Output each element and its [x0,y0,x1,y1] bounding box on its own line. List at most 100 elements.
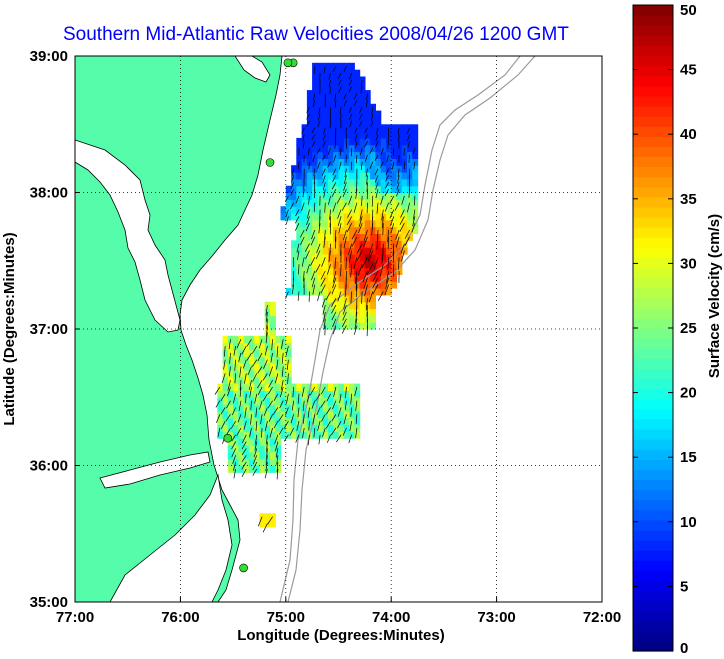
velocity-cell [317,62,324,71]
velocity-cell [291,410,297,419]
velocity-cell [359,103,366,112]
velocity-cell [312,213,318,221]
velocity-arrow [355,141,358,149]
velocity-cell [338,151,345,159]
velocity-cell [333,165,340,173]
velocity-cell [270,458,276,467]
velocity-cell [349,383,355,391]
velocity-cell [322,322,329,330]
velocity-cell [338,158,345,166]
velocity-arrow [349,421,353,432]
velocity-arrow [306,113,310,120]
velocity-cell [370,322,376,330]
velocity-arrow [398,134,400,142]
velocity-cell [333,192,340,200]
velocity-arrow [257,380,263,389]
velocity-cell [248,431,255,439]
velocity-cell [401,213,408,221]
velocity-arrow [249,386,252,398]
velocity-cell [291,431,297,439]
velocity-cell [322,267,329,275]
velocity-arrow [355,427,358,439]
isobath-inner [279,56,521,602]
velocity-cell [270,404,276,412]
velocity-cell [296,424,303,432]
velocity-cell [254,424,261,432]
velocity-cell [407,178,413,187]
velocity-cell [291,199,297,207]
velocity-cell [338,219,345,228]
velocity-cell [354,213,361,221]
velocity-cell [312,417,318,426]
velocity-cell [391,158,398,166]
velocity-cell [312,390,318,398]
velocity-arrow [342,427,347,436]
velocity-arrow [336,434,342,443]
colorbar-swatch [633,469,673,480]
velocity-arrow [290,414,295,424]
colorbar-tick-label: 45 [680,62,697,79]
velocity-cell [254,363,261,371]
pamlico-sound [109,473,233,602]
velocity-arrow [375,141,379,148]
velocity-arrow [300,236,305,246]
velocity-cell [248,404,255,412]
velocity-cell [364,219,371,228]
velocity-arrow [291,284,295,295]
velocity-cell [306,226,313,234]
velocity-cell [285,404,292,412]
velocity-cell [354,206,361,214]
velocity-cell [338,83,345,91]
velocity-cell [317,97,324,105]
velocity-cell [354,267,361,275]
velocity-arrow [295,434,300,443]
velocity-cell [380,158,387,166]
velocity-arrow [404,229,410,239]
colorbar-swatch [633,418,673,430]
velocity-arrow [273,420,279,429]
velocity-arrow [384,202,389,212]
velocity-cell [396,124,403,132]
velocity-cell [322,410,329,419]
velocity-arrow [351,229,358,240]
colorbar-swatch [633,519,673,531]
velocity-arrow [341,325,347,334]
velocity-cell [254,465,261,473]
velocity-cell [312,110,318,118]
velocity-cell [354,404,361,412]
velocity-cell [296,253,303,262]
velocity-cell [280,342,287,351]
velocity-cell [343,97,350,105]
velocity-cell [227,342,234,351]
velocity-cell [254,383,261,391]
velocity-cell [375,226,382,234]
velocity-cell [275,424,282,432]
velocity-cell [322,172,329,180]
velocity-cell [238,363,245,371]
velocity-cell [301,199,308,207]
velocity-cell [370,151,376,159]
velocity-arrow [331,304,337,314]
velocity-arrow [332,175,337,183]
velocity-arrow [244,373,247,384]
velocity-cell [375,260,382,269]
velocity-cell [222,349,229,357]
velocity-cell [270,451,276,460]
velocity-arrow [227,380,231,391]
velocity-cell [359,260,366,269]
velocity-cell [343,219,350,228]
velocity-cell [296,137,303,146]
velocity-cell [296,281,303,289]
velocity-cell [333,206,340,214]
velocity-arrow [387,236,389,250]
velocity-cell [285,390,292,398]
velocity-cell [401,185,408,194]
velocity-cell [317,90,324,98]
velocity-arrow [331,188,337,197]
velocity-cell [264,363,271,371]
velocity-cell [359,185,366,194]
velocity-arrow [274,434,279,445]
velocity-arrow [221,373,226,384]
velocity-cell [328,424,334,432]
velocity-cell [322,137,329,146]
